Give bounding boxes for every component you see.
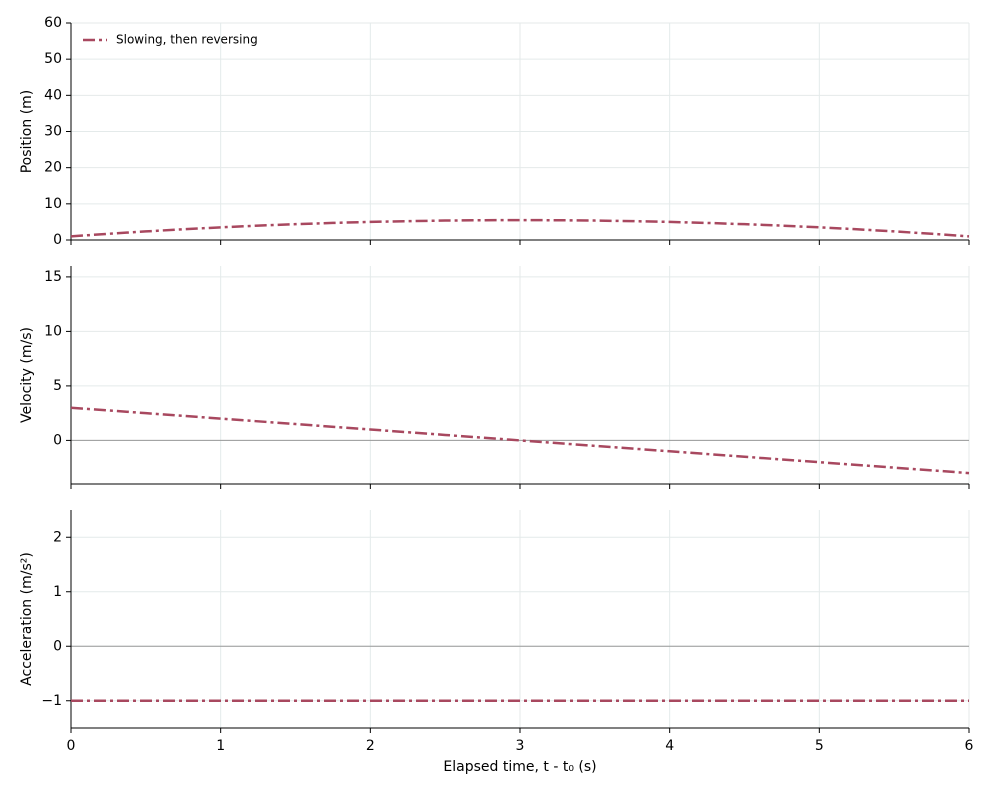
- x-tick-label: 2: [366, 738, 375, 754]
- y-axis-label: Velocity (m/s): [19, 327, 35, 423]
- y-tick-label: 10: [44, 323, 62, 339]
- x-tick-label: 5: [815, 738, 824, 754]
- data-line: [70, 218, 970, 238]
- y-tick-label: 20: [44, 160, 62, 176]
- x-tick-label: 6: [965, 738, 974, 754]
- y-tick-label: 0: [53, 432, 62, 448]
- y-axis-label: Position (m): [19, 90, 35, 174]
- x-tick-label: 4: [665, 738, 674, 754]
- x-tick-label: 3: [516, 738, 525, 754]
- y-tick-label: −1: [41, 693, 62, 709]
- legend-text: Slowing, then reversing: [116, 33, 258, 47]
- x-tick-label: 1: [216, 738, 225, 754]
- y-tick-label: 5: [53, 378, 62, 394]
- y-tick-label: 2: [53, 529, 62, 545]
- y-tick-label: 0: [53, 638, 62, 654]
- x-axis-label: Elapsed time, t - t₀ (s): [443, 759, 596, 775]
- y-tick-label: 0: [53, 232, 62, 248]
- y-tick-label: 60: [44, 15, 62, 31]
- y-tick-label: 40: [44, 87, 62, 103]
- y-tick-label: 30: [44, 124, 62, 140]
- x-tick-label: 0: [67, 738, 76, 754]
- y-axis-label: Acceleration (m/s²): [19, 552, 35, 686]
- y-tick-label: 10: [44, 196, 62, 212]
- y-tick-label: 15: [44, 269, 62, 285]
- y-tick-label: 1: [53, 584, 62, 600]
- y-tick-label: 50: [44, 51, 62, 67]
